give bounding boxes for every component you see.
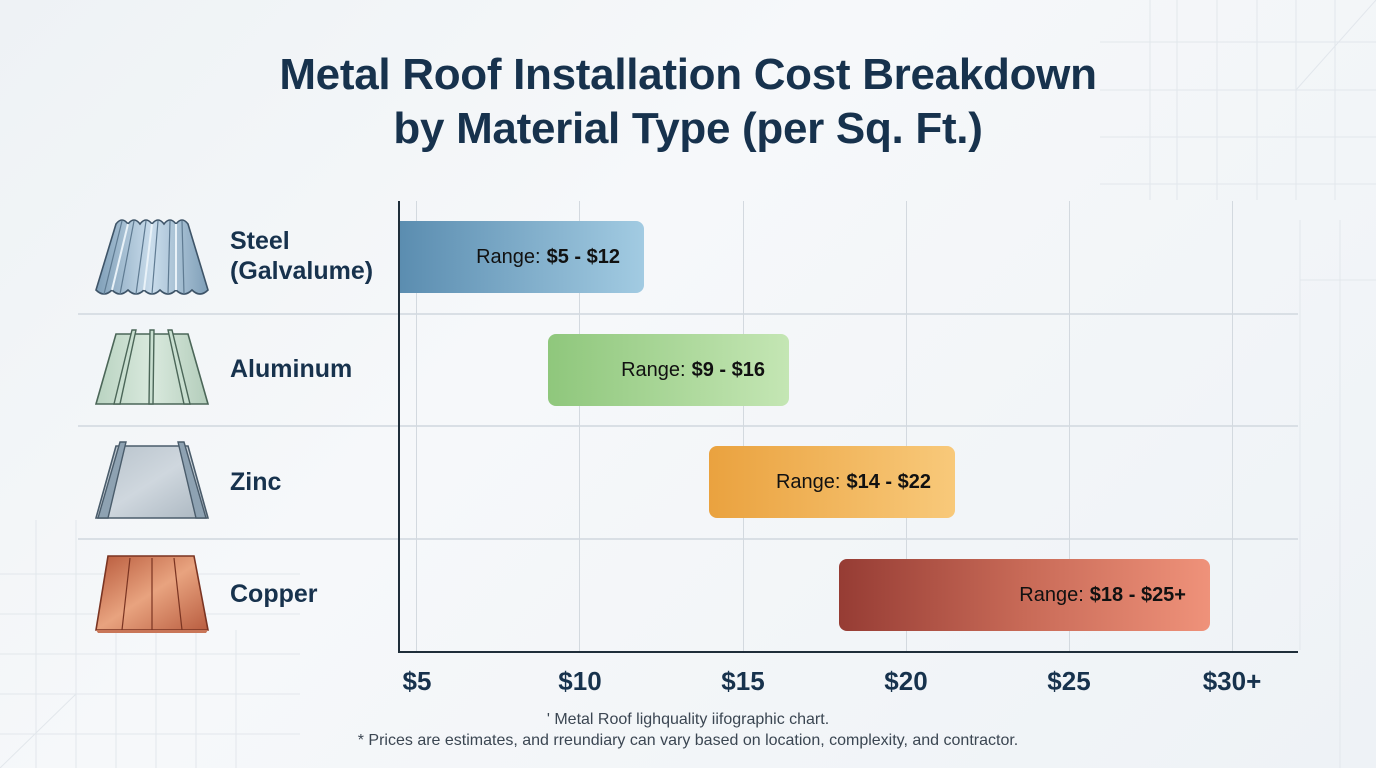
bar-label: Range: bbox=[1019, 583, 1084, 606]
bar-label: Range: bbox=[775, 470, 841, 493]
x-tick-30-plus: $30+ bbox=[1202, 666, 1262, 696]
row-separator bbox=[78, 313, 1298, 315]
gridline-20 bbox=[906, 201, 907, 651]
x-tick-10: $10 bbox=[558, 666, 602, 696]
x-tick-15: $15 bbox=[721, 666, 765, 696]
aluminum-standing-seam-panel-icon bbox=[94, 329, 210, 405]
gridline-5 bbox=[416, 201, 417, 651]
material-label-aluminum: Aluminum bbox=[230, 355, 353, 383]
material-name: Steel bbox=[230, 227, 290, 255]
material-label-zinc: Zinc bbox=[230, 468, 282, 496]
material-label-steel: Steel (Galvalume) bbox=[230, 226, 373, 286]
x-tick-25: $25 bbox=[1047, 666, 1091, 696]
corrugated-steel-panel-icon bbox=[95, 219, 209, 295]
gridline-30 bbox=[1232, 201, 1233, 651]
gridline-10 bbox=[579, 201, 580, 651]
bar-value: $9 - $16 bbox=[691, 358, 765, 381]
copper-panel-icon bbox=[95, 555, 209, 633]
chart-title-line-1: Metal Roof Installation Cost Breakdown bbox=[279, 50, 1097, 99]
bar-value: $5 - $12 bbox=[546, 245, 620, 268]
range-bar-steel: Range: $5 - $12 bbox=[400, 221, 644, 293]
bar-label: Range: bbox=[476, 245, 541, 268]
footnote-line-1: ' Metal Roof lighquality iifographic cha… bbox=[546, 711, 830, 728]
material-label-copper: Copper bbox=[230, 580, 318, 608]
gridline-25 bbox=[1069, 201, 1070, 651]
gridline-15 bbox=[743, 201, 744, 651]
y-axis-line bbox=[398, 201, 400, 653]
footnote-line-2: * Prices are estimates, and rreundiary c… bbox=[357, 732, 1019, 749]
x-tick-5: $5 bbox=[402, 666, 432, 696]
range-bar-aluminum: Range: $9 - $16 bbox=[548, 334, 789, 406]
range-bar-zinc: Range: $14 - $22 bbox=[709, 446, 955, 518]
chart-title-line-2: by Material Type (per Sq. Ft.) bbox=[393, 104, 983, 153]
bar-label: Range: bbox=[621, 358, 686, 381]
material-subname: (Galvalume) bbox=[230, 257, 374, 285]
row-separator bbox=[78, 425, 1298, 427]
row-separator bbox=[78, 538, 1298, 540]
bar-value: $14 - $22 bbox=[846, 470, 931, 493]
x-tick-20: $20 bbox=[884, 666, 928, 696]
range-bar-copper: Range: $18 - $25+ bbox=[839, 559, 1210, 631]
zinc-panel-icon bbox=[94, 441, 210, 519]
chart-title: Metal Roof Installation Cost Breakdown b… bbox=[0, 48, 1376, 156]
bar-value: $18 - $25+ bbox=[1089, 583, 1186, 606]
x-axis-line bbox=[398, 651, 1298, 653]
